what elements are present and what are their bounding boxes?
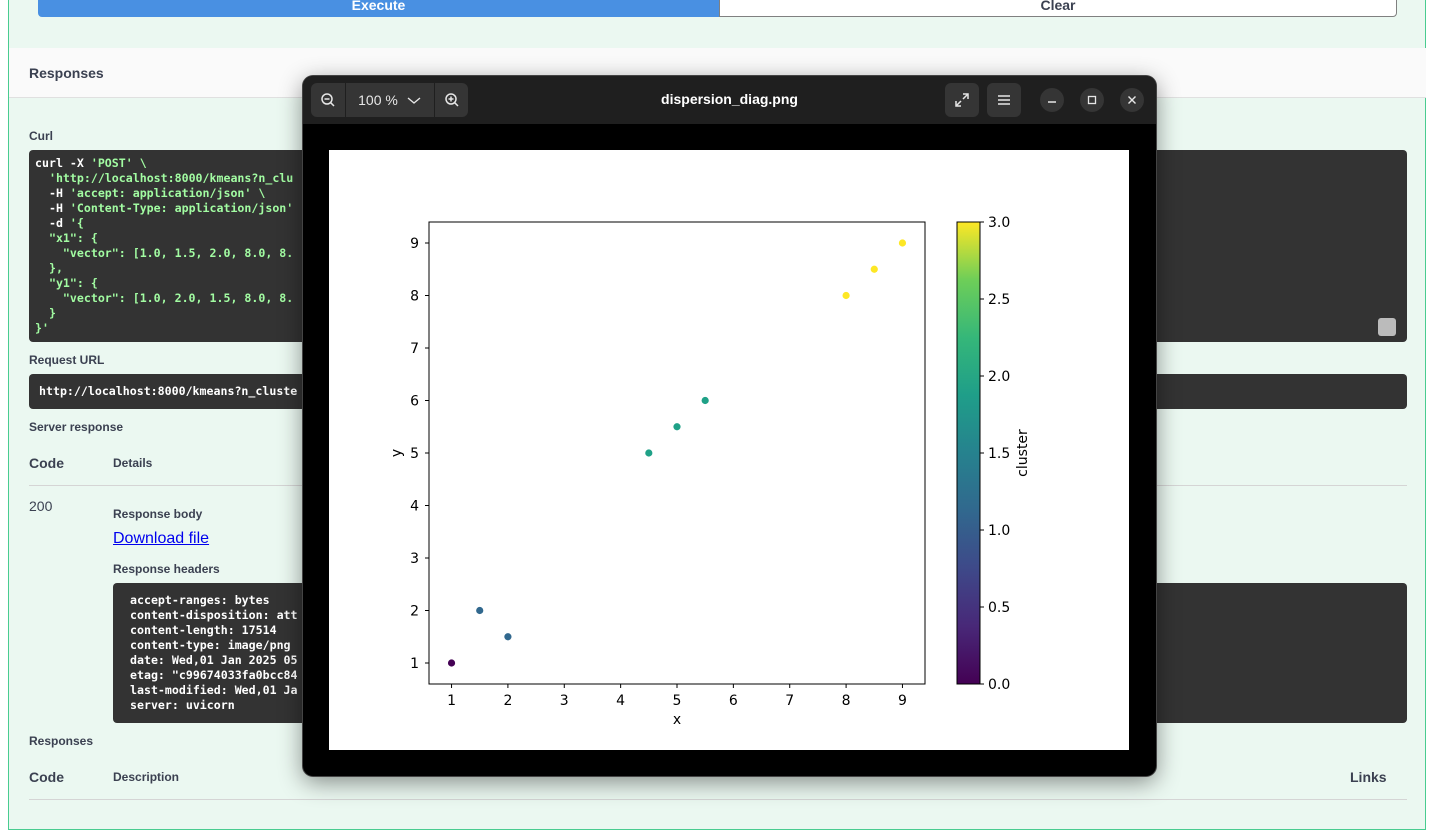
maximize-icon — [1087, 95, 1097, 105]
y-tick-label: 5 — [410, 446, 419, 462]
curl-string: } — [35, 306, 56, 320]
details-column-header: Details — [113, 456, 153, 470]
curl-string: }, — [35, 261, 63, 275]
copy-to-clipboard-icon[interactable] — [1378, 318, 1396, 336]
data-point — [842, 291, 850, 300]
curl-string: '{ — [69, 216, 84, 230]
curl-text: curl -X 'POST' \ 'http://localhost:8000/… — [35, 156, 1401, 336]
zoom-level-dropdown[interactable]: 100 % — [346, 83, 434, 117]
curl-token: -d — [35, 216, 70, 230]
zoom-in-button[interactable] — [435, 83, 468, 117]
fullscreen-icon — [955, 93, 969, 107]
divider-2 — [29, 799, 1407, 800]
data-point — [476, 606, 484, 615]
curl-string: 'http://localhost:8000/kmeans?n_clu — [48, 171, 294, 185]
curl-string: }' — [35, 321, 49, 335]
data-point — [701, 396, 709, 405]
curl-token: curl -X — [35, 156, 91, 170]
fullscreen-button[interactable] — [945, 83, 979, 117]
request-url-label: Request URL — [29, 353, 105, 367]
responses-label: Responses — [29, 734, 94, 748]
response-headers-text: accept-ranges: bytes content-disposition… — [130, 593, 298, 712]
scatter-chart: 1 2 3 4 5 6 7 8 9 1 2 3 4 5 6 7 8 9 x y 0.0 0.5 1.0 1.5 2.0 2… — [389, 215, 1031, 728]
plot-area — [428, 221, 926, 685]
request-url-text: http://localhost:8000/kmeans?n_cluste — [39, 384, 298, 398]
curl-string: 'accept: application/json' \ — [69, 186, 266, 200]
viewer-titlebar[interactable]: 100 % dispersion_diag.png — [303, 76, 1156, 124]
curl-string: 'Content-Type: application/json' — [69, 201, 294, 215]
colorbar-label: cluster — [1015, 429, 1031, 477]
x-tick-label: 1 — [447, 693, 456, 709]
curl-token — [35, 171, 49, 185]
minimize-icon — [1048, 101, 1056, 103]
curl-string: 'POST' \ — [90, 156, 147, 170]
x-axis-label: x — [673, 712, 681, 728]
menu-icon — [998, 95, 1010, 105]
status-code: 200 — [29, 498, 53, 514]
zoom-controls: 100 % — [311, 83, 468, 117]
responses-title: Responses — [29, 65, 104, 81]
zoom-level-value: 100 % — [358, 92, 398, 108]
code-column-header: Code — [29, 455, 64, 471]
x-tick-label: 5 — [673, 693, 682, 709]
code-column-header-2: Code — [29, 769, 64, 785]
colorbar-tick-label: 2.0 — [988, 369, 1010, 385]
data-point — [504, 633, 512, 641]
curl-string: "x1": { — [35, 231, 98, 245]
curl-token: -H — [35, 201, 70, 215]
close-icon — [1128, 96, 1136, 104]
zoom-out-button[interactable] — [311, 83, 345, 117]
execute-button[interactable]: Execute — [38, 0, 719, 17]
y-tick-label: 9 — [410, 236, 419, 252]
menu-button[interactable] — [987, 83, 1021, 117]
x-tick-label: 7 — [785, 693, 794, 709]
y-tick-label: 8 — [410, 289, 419, 305]
colorbar-tick-label: 1.0 — [988, 523, 1010, 539]
colorbar-tick-label: 2.5 — [988, 292, 1010, 308]
x-tick-label: 6 — [729, 693, 738, 709]
y-tick-label: 7 — [410, 341, 419, 357]
maximize-button[interactable] — [1080, 88, 1104, 112]
data-point — [447, 659, 456, 667]
y-tick-label: 6 — [410, 394, 419, 410]
description-column-header: Description — [113, 770, 180, 784]
x-tick-label: 4 — [616, 693, 625, 709]
download-file-link[interactable]: Download file — [113, 530, 210, 547]
response-body-label: Response body — [113, 507, 203, 521]
y-tick-label: 2 — [410, 604, 419, 620]
colorbar-tick-label: 1.5 — [988, 446, 1010, 462]
x-tick-label: 2 — [503, 693, 512, 709]
data-point — [898, 239, 907, 247]
y-tick-label: 3 — [410, 551, 419, 567]
response-headers-label: Response headers — [113, 562, 220, 576]
image-viewer-window[interactable]: 100 % dispersion_diag.png — [303, 76, 1156, 776]
close-button[interactable] — [1120, 88, 1144, 112]
curl-string: "vector": [1.0, 1.5, 2.0, 8.0, 8. — [35, 246, 294, 260]
x-tick-label: 8 — [842, 693, 851, 709]
x-tick-label: 9 — [898, 693, 907, 709]
data-point — [645, 449, 653, 457]
minimize-button[interactable] — [1040, 88, 1064, 112]
data-point — [673, 423, 681, 431]
colorbar — [956, 221, 981, 685]
clear-button[interactable]: Clear — [719, 0, 1397, 17]
links-column-header: Links — [1350, 769, 1387, 785]
y-tick-label: 1 — [410, 656, 419, 672]
colorbar-tick-label: 0.5 — [988, 600, 1010, 616]
zoom-out-icon — [321, 93, 335, 107]
data-point — [870, 265, 878, 273]
curl-string: "y1": { — [35, 276, 98, 290]
colorbar-tick-label: 0.0 — [988, 677, 1010, 693]
curl-string: "vector": [1.0, 2.0, 1.5, 8.0, 8. — [35, 291, 294, 305]
colorbar-tick-label: 3.0 — [988, 215, 1010, 231]
y-axis-label: y — [389, 449, 405, 457]
zoom-in-icon — [444, 93, 459, 107]
chevron-down-icon — [407, 97, 421, 104]
displayed-image: 1 2 3 4 5 6 7 8 9 1 2 3 4 5 6 7 8 9 x y 0.0 0.5 1.0 1.5 2.0 2… — [329, 150, 1129, 750]
x-tick-label: 3 — [560, 693, 569, 709]
server-response-label: Server response — [29, 420, 124, 434]
curl-token: -H — [35, 186, 70, 200]
curl-label: Curl — [29, 129, 53, 143]
y-tick-label: 4 — [410, 499, 419, 515]
